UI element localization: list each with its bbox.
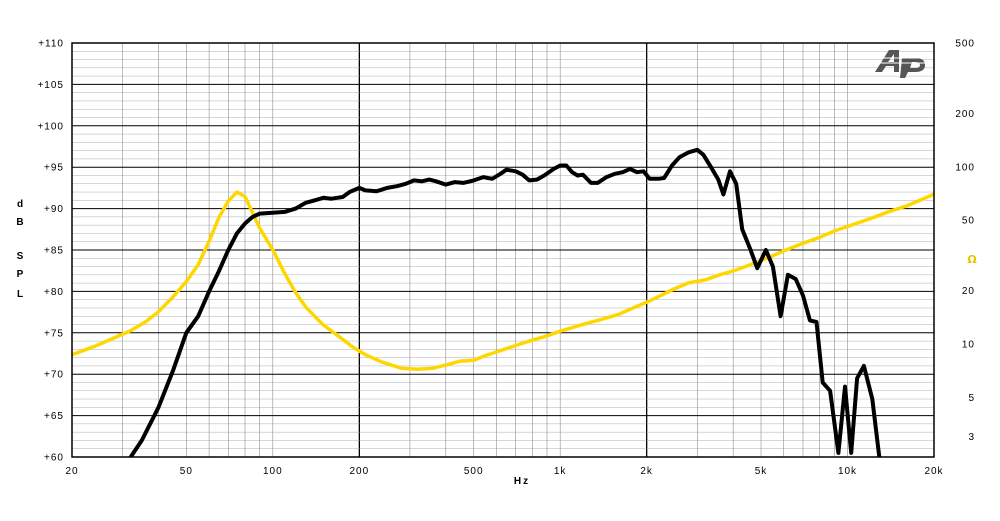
y-tick-label: +105 [37,80,64,91]
y-tick-labels: +110 +105 +100 +95 +90 +85 +80 +75 +70 +65 +60 [37,39,64,464]
y-tick-label: +85 [44,246,64,257]
y-axis-label-letter: d [17,199,23,210]
x-tick-label: 20k [924,466,943,477]
y2-tick-labels: 500 200 100 50 20 10 5 3 [955,39,975,444]
y2-tick-label: 20 [962,286,975,297]
x-tick-label: 20 [65,466,78,477]
y-axis-label-letter: S [17,251,24,262]
spl-curve [128,147,882,457]
y2-axis-label: Ω [967,253,977,266]
y-axis-label-letter: L [17,289,23,300]
y2-tick-label: 50 [962,216,975,227]
y-tick-label: +90 [44,204,64,215]
y2-tick-label: 100 [955,162,975,173]
curves [72,147,934,457]
y-tick-label: +100 [37,121,64,132]
plot-frame [71,42,935,458]
y-axis-label-letter: B [16,217,23,228]
y-tick-label: +70 [44,370,64,381]
x-tick-label: 100 [263,466,283,477]
y-axis-label-letter: P [17,269,24,280]
ap-logo-icon [875,50,930,78]
x-tick-labels: 20 50 100 200 500 1k 2k 5k 10k 20k [65,466,943,477]
y-tick-label: +80 [44,287,64,298]
x-axis-label: Hz [514,476,530,487]
x-tick-label: 2k [640,466,653,477]
y-tick-label: +110 [38,39,64,50]
grid [71,42,935,458]
y2-tick-label: 500 [955,39,975,50]
y-tick-label: +60 [44,453,64,464]
x-tick-label: 200 [349,466,369,477]
y-tick-label: +65 [44,411,64,422]
y2-tick-label: 5 [968,393,975,404]
x-tick-label: 10k [838,466,857,477]
y-axis-label: dB SPL [16,199,23,300]
x-tick-label: 1k [554,466,567,477]
y-tick-label: +95 [44,163,64,174]
y2-tick-label: 200 [955,109,975,120]
x-tick-label: 5k [755,466,768,477]
y2-tick-label: 10 [962,339,975,350]
x-tick-label: 50 [180,466,193,477]
y-tick-label: +75 [44,328,64,339]
x-tick-label: 500 [464,466,484,477]
impedance-curve [72,190,934,371]
y2-tick-label: 3 [968,432,975,443]
